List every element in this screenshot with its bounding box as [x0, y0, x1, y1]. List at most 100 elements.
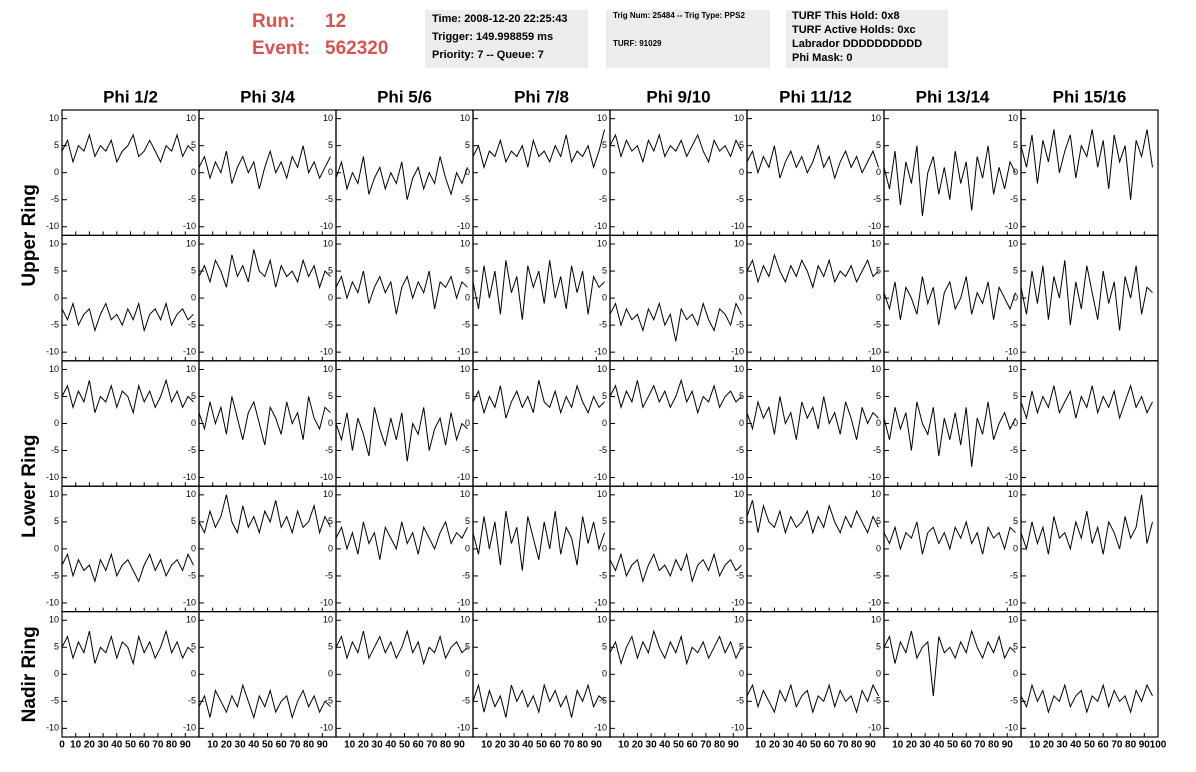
y-tick-label: 5 — [602, 642, 607, 652]
y-tick-label: 10 — [597, 113, 607, 123]
x-tick-label: 50 — [536, 740, 548, 751]
panel-frame — [1020, 610, 1159, 738]
x-tick-label: 30 — [783, 740, 795, 751]
panel-frame — [1020, 109, 1159, 237]
waveform — [472, 260, 605, 320]
waveform — [198, 396, 331, 446]
x-tick-label: 10 — [481, 740, 493, 751]
y-tick-label: 0 — [328, 418, 333, 428]
y-tick-label: 0 — [602, 292, 607, 302]
x-tick-label: 10 — [755, 740, 767, 751]
waveform — [198, 249, 331, 290]
y-tick-label: 0 — [465, 669, 470, 679]
y-tick-label: -5 — [188, 696, 196, 706]
waveform — [883, 401, 1016, 467]
panel-frame — [609, 610, 748, 738]
y-tick-label: 5 — [876, 140, 881, 150]
y-tick-label: 5 — [1013, 642, 1018, 652]
panel-frame — [883, 610, 1022, 738]
y-tick-label: -5 — [736, 194, 744, 204]
y-tick-label: 0 — [465, 418, 470, 428]
y-tick-label: 0 — [328, 292, 333, 302]
y-tick-label: 5 — [328, 391, 333, 401]
x-tick-label: 70 — [289, 740, 301, 751]
y-tick-label: 5 — [54, 265, 59, 275]
info-box — [425, 10, 588, 68]
panel-frame — [198, 109, 337, 237]
y-tick-label: -10 — [868, 723, 881, 733]
y-tick-label: -10 — [457, 472, 470, 482]
y-tick-label: 10 — [186, 238, 196, 248]
y-tick-label: -10 — [183, 597, 196, 607]
y-tick-label: -10 — [594, 221, 607, 231]
waveform — [472, 683, 605, 718]
x-tick-label: 40 — [659, 740, 671, 751]
x-tick-label: 20 — [221, 740, 233, 751]
y-tick-label: -10 — [868, 472, 881, 482]
x-tick-label: 40 — [933, 740, 945, 751]
y-tick-label: -5 — [736, 445, 744, 455]
waveform — [61, 629, 194, 666]
x-tick-label: 70 — [974, 740, 986, 751]
y-tick-label: 5 — [1013, 140, 1018, 150]
y-tick-label: -10 — [46, 472, 59, 482]
event-number: 562320 — [325, 38, 388, 59]
waveform — [1020, 260, 1153, 331]
panel-frame — [472, 360, 611, 487]
y-tick-label: 0 — [876, 292, 881, 302]
waveform — [609, 301, 742, 342]
y-tick-label: -5 — [188, 570, 196, 580]
waveform — [1020, 383, 1153, 421]
x-tick-label: 90 — [317, 740, 329, 751]
y-tick-label: 10 — [49, 489, 59, 499]
info-box — [606, 10, 770, 68]
column-title: Phi 11/12 — [779, 87, 852, 106]
y-tick-label: -10 — [868, 347, 881, 357]
column-title: Phi 3/4 — [240, 87, 295, 106]
y-tick-label: -10 — [1005, 347, 1018, 357]
y-tick-label: 10 — [871, 238, 881, 248]
info-text: Trigger: 149.998859 ms — [432, 31, 553, 43]
y-tick-label: -10 — [594, 347, 607, 357]
y-tick-label: 10 — [1008, 489, 1018, 499]
waveform — [335, 156, 468, 200]
x-tick-label: 60 — [139, 740, 151, 751]
run-number: 12 — [325, 11, 346, 32]
column-title: Phi 1/2 — [103, 87, 158, 106]
x-tick-label: 30 — [509, 740, 521, 751]
panel-frame — [609, 234, 748, 362]
y-tick-label: 0 — [739, 418, 744, 428]
y-tick-label: 5 — [876, 516, 881, 526]
panel-frame — [746, 109, 885, 237]
waveform — [198, 145, 331, 190]
panel-frame — [883, 485, 1022, 613]
waveform — [335, 407, 468, 462]
y-tick-label: 0 — [191, 167, 196, 177]
y-tick-label: -10 — [731, 472, 744, 482]
y-tick-label: 5 — [739, 391, 744, 401]
x-tick-label: 90 — [591, 740, 603, 751]
y-tick-label: 5 — [191, 516, 196, 526]
y-tick-label: -5 — [736, 320, 744, 330]
y-tick-label: -5 — [51, 445, 59, 455]
x-tick-label: 30 — [98, 740, 110, 751]
panel-frame — [609, 485, 748, 613]
panel-frame — [61, 109, 200, 237]
x-tick-label: 20 — [84, 740, 96, 751]
x-tick-label: 40 — [796, 740, 808, 751]
x-tick-label: 50 — [1084, 740, 1096, 751]
y-tick-label: -5 — [873, 696, 881, 706]
info-text: TURF This Hold: 0x8 — [792, 10, 900, 22]
waveform — [883, 145, 1016, 216]
y-tick-label: -10 — [457, 597, 470, 607]
y-tick-label: 5 — [876, 265, 881, 275]
waveform — [746, 143, 879, 180]
y-tick-label: -10 — [457, 347, 470, 357]
y-tick-label: 0 — [1013, 418, 1018, 428]
waveform — [472, 511, 605, 571]
y-tick-label: -5 — [188, 194, 196, 204]
y-tick-label: -10 — [868, 597, 881, 607]
y-tick-label: -10 — [1005, 597, 1018, 607]
x-tick-label: 10 — [207, 740, 219, 751]
panel-frame — [1020, 234, 1159, 362]
